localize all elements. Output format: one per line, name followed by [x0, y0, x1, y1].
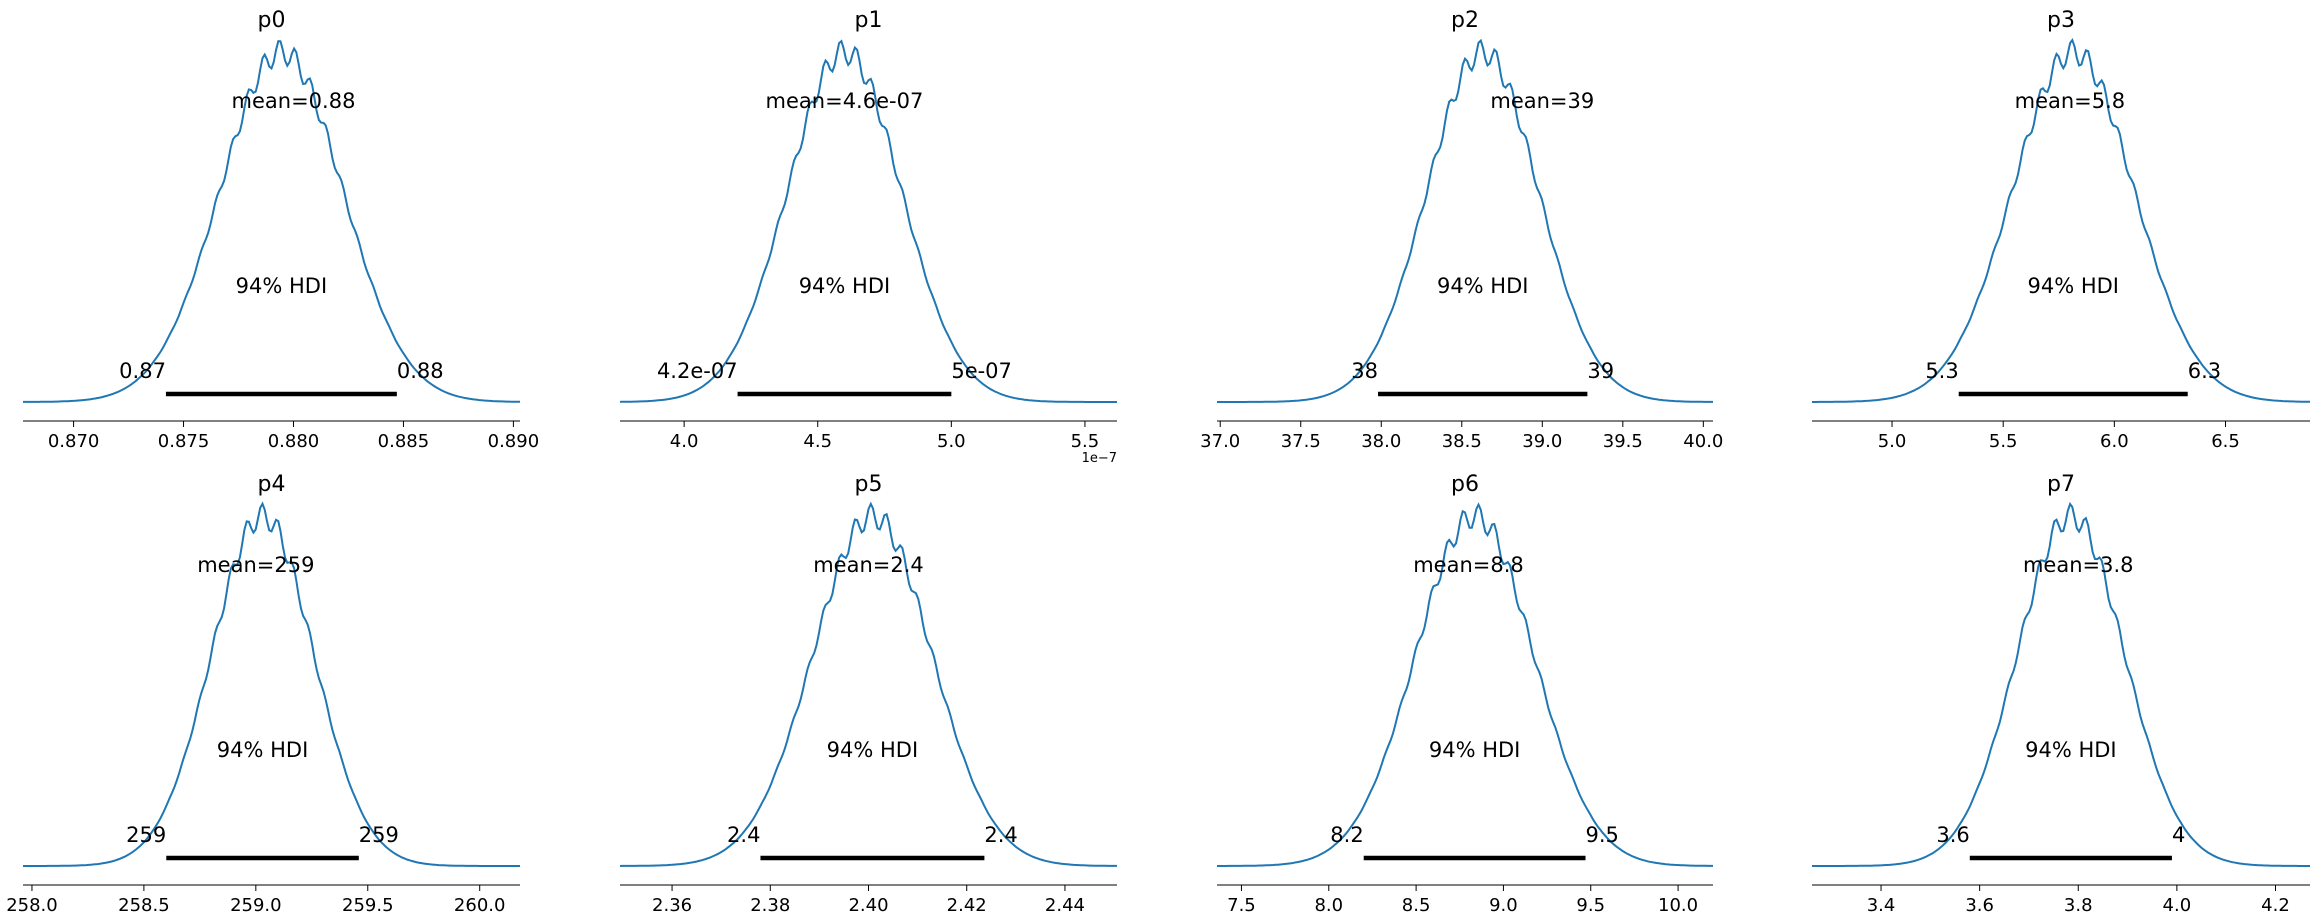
hdi-low-label: 0.87 — [119, 359, 166, 383]
subplot-title: p6 — [1451, 472, 1479, 497]
x-tick-label: 258.0 — [6, 895, 58, 916]
x-tick-label: 9.5 — [1576, 895, 1605, 916]
x-tick-label: 39.0 — [1522, 431, 1562, 452]
x-tick-label: 6.5 — [2211, 431, 2240, 452]
mean-label: mean=3.8 — [2023, 553, 2134, 577]
density-curve — [1217, 502, 1713, 867]
hdi-high-label: 0.88 — [397, 359, 444, 383]
mean-label: mean=5.8 — [2015, 89, 2126, 113]
x-tick-label: 37.5 — [1281, 431, 1321, 452]
x-tick-label: 2.36 — [652, 895, 692, 916]
density-curve — [619, 39, 1117, 403]
subplot-p2: p2 mean=39 94% HDI 38 39 37.0 37.5 38.0 38.5 39.0… — [1200, 8, 1723, 452]
x-tick-label: 39.5 — [1603, 431, 1643, 452]
x-tick-label: 5.5 — [1989, 431, 2018, 452]
x-tick-label: 4.2 — [2261, 895, 2290, 916]
x-tick-label: 4.0 — [670, 431, 699, 452]
mean-label: mean=259 — [197, 553, 314, 577]
hdi-low-label: 4.2e-07 — [657, 359, 738, 383]
x-tick-label: 259.5 — [342, 895, 394, 916]
hdi-low-label: 38 — [1351, 359, 1378, 383]
x-tick-label: 10.0 — [1658, 895, 1698, 916]
hdi-high-label: 9.5 — [1586, 823, 1619, 847]
subplot-p1: p1 mean=4.6e-07 94% HDI 4.2e-07 5e-07 4.0 4.5 5… — [619, 8, 1117, 466]
hdi-low-label: 2.4 — [727, 823, 760, 847]
subplot-title: p5 — [855, 472, 883, 497]
mean-label: mean=8.8 — [1413, 553, 1524, 577]
hdi-label: 94% HDI — [236, 274, 328, 298]
x-tick-label: 2.40 — [848, 895, 888, 916]
hdi-low-label: 8.2 — [1330, 823, 1363, 847]
x-tick-label: 3.8 — [2064, 895, 2093, 916]
hdi-label: 94% HDI — [2025, 738, 2117, 762]
x-tick-label: 2.42 — [947, 895, 987, 916]
subplot-p7: p7 mean=3.8 94% HDI 3.6 4 3.4 3.6 3.8 4.0 4.2 — [1812, 472, 2310, 916]
subplot-title: p1 — [855, 8, 883, 33]
density-curve — [1217, 38, 1713, 403]
hdi-high-label: 5e-07 — [951, 359, 1012, 383]
x-tick-label: 5.0 — [1878, 431, 1907, 452]
hdi-high-label: 6.3 — [2188, 359, 2221, 383]
x-tick-label: 0.870 — [48, 431, 100, 452]
density-curve — [23, 501, 520, 867]
subplot-p0: p0 mean=0.88 94% HDI 0.87 0.88 0.870 0.875 0.88… — [23, 8, 539, 452]
hdi-high-label: 259 — [359, 823, 399, 847]
hdi-high-label: 39 — [1587, 359, 1614, 383]
subplot-p5: p5 mean=2.4 94% HDI 2.4 2.4 2.36 2.38 2.40 2.42 2… — [619, 472, 1117, 916]
subplot-p6: p6 mean=8.8 94% HDI 8.2 9.5 7.5 8.0 8.5 9.0 9.5 10… — [1217, 472, 1713, 916]
subplot-title: p3 — [2047, 8, 2075, 33]
subplot-p3: p3 mean=5.8 94% HDI 5.3 6.3 5.0 5.5 6.0 6.5 — [1812, 8, 2310, 452]
x-tick-label: 0.875 — [158, 431, 210, 452]
x-tick-label: 40.0 — [1683, 431, 1723, 452]
x-tick-label: 6.0 — [2100, 431, 2129, 452]
x-tick-label: 7.5 — [1227, 895, 1256, 916]
subplot-title: p7 — [2047, 472, 2075, 497]
x-tick-label: 5.5 — [1071, 431, 1100, 452]
x-tick-label: 38.5 — [1442, 431, 1482, 452]
x-tick-label: 4.0 — [2163, 895, 2192, 916]
mean-label: mean=0.88 — [232, 89, 356, 113]
hdi-low-label: 5.3 — [1925, 359, 1958, 383]
hdi-label: 94% HDI — [799, 274, 891, 298]
x-tick-label: 0.880 — [268, 431, 320, 452]
x-axis-offset-label: 1e−7 — [1082, 451, 1117, 466]
x-tick-label: 258.5 — [118, 895, 170, 916]
hdi-label: 94% HDI — [217, 738, 309, 762]
subplot-title: p2 — [1451, 8, 1479, 33]
hdi-label: 94% HDI — [1437, 274, 1529, 298]
hdi-high-label: 4 — [2172, 823, 2185, 847]
mean-label: mean=39 — [1490, 89, 1594, 113]
hdi-label: 94% HDI — [2027, 274, 2119, 298]
hdi-high-label: 2.4 — [984, 823, 1017, 847]
x-tick-label: 5.0 — [937, 431, 966, 452]
x-tick-label: 37.0 — [1200, 431, 1240, 452]
x-tick-label: 8.0 — [1314, 895, 1343, 916]
x-tick-label: 2.44 — [1045, 895, 1085, 916]
hdi-label: 94% HDI — [827, 738, 919, 762]
x-tick-label: 260.0 — [454, 895, 506, 916]
density-curve — [619, 501, 1117, 867]
x-tick-label: 3.6 — [1965, 895, 1994, 916]
subplot-title: p0 — [258, 8, 286, 33]
subplot-title: p4 — [258, 472, 286, 497]
x-tick-label: 259.0 — [230, 895, 282, 916]
x-tick-label: 8.5 — [1402, 895, 1431, 916]
x-tick-label: 0.885 — [378, 431, 430, 452]
density-curve — [23, 40, 520, 403]
density-curve — [1812, 38, 2310, 403]
mean-label: mean=4.6e-07 — [766, 89, 924, 113]
x-tick-label: 38.0 — [1361, 431, 1401, 452]
subplot-p4: p4 mean=259 94% HDI 259 259 258.0 258.5 259.0 25… — [6, 472, 520, 916]
density-curve — [1812, 501, 2310, 867]
x-tick-label: 0.890 — [488, 431, 540, 452]
hdi-low-label: 259 — [126, 823, 166, 847]
x-tick-label: 3.4 — [1867, 895, 1896, 916]
x-tick-label: 2.38 — [750, 895, 790, 916]
mean-label: mean=2.4 — [813, 553, 924, 577]
x-tick-label: 4.5 — [803, 431, 832, 452]
x-tick-label: 9.0 — [1489, 895, 1518, 916]
hdi-label: 94% HDI — [1429, 738, 1521, 762]
hdi-low-label: 3.6 — [1936, 823, 1969, 847]
